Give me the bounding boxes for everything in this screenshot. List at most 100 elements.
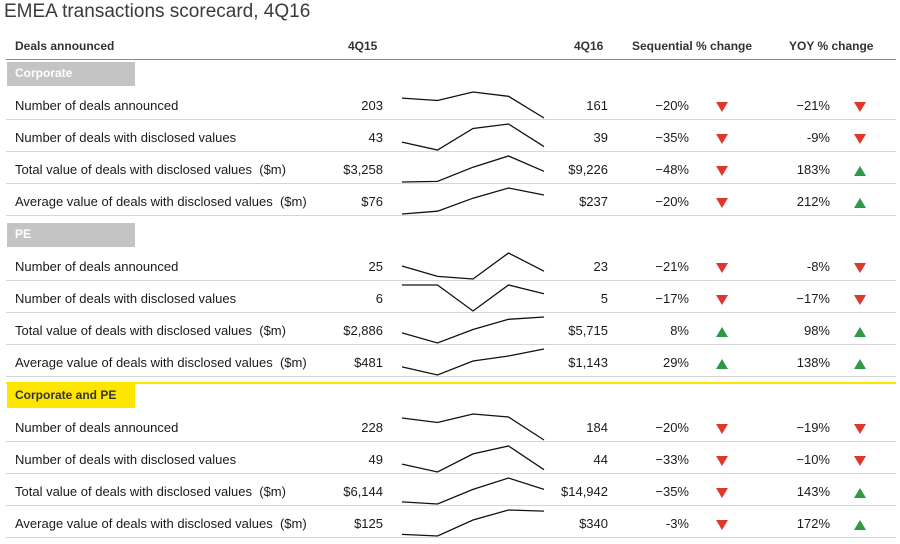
value-sequential-change: −20%	[655, 98, 689, 113]
header-divider	[6, 59, 896, 60]
triangle-down-icon	[854, 424, 866, 434]
row-label: Total value of deals with disclosed valu…	[15, 484, 286, 499]
row-divider	[6, 537, 896, 538]
triangle-down-icon	[854, 263, 866, 273]
section-divider	[6, 382, 896, 384]
row-label: Number of deals announced	[15, 98, 179, 113]
row-label: Average value of deals with disclosed va…	[15, 355, 307, 370]
value-yoy-change: 172%	[796, 516, 830, 531]
trend-line	[401, 316, 545, 344]
value-sequential-change: −17%	[655, 291, 689, 306]
trend-sparkline	[401, 413, 545, 441]
value-4q16: $5,715	[568, 323, 608, 338]
row-divider	[6, 376, 896, 377]
trend-line	[401, 187, 545, 215]
row-divider	[6, 473, 896, 474]
triangle-down-icon	[716, 488, 728, 498]
triangle-down-icon	[854, 456, 866, 466]
value-4q15: $2,886	[343, 323, 383, 338]
trend-sparkline	[401, 155, 545, 183]
value-sequential-change: −48%	[655, 162, 689, 177]
header-4q16: 4Q16	[574, 39, 604, 53]
trend-line	[401, 509, 545, 537]
value-yoy-change: −19%	[796, 420, 830, 435]
trend-line	[401, 123, 545, 151]
section-label-corporate-and-pe: Corporate and PE	[7, 384, 135, 408]
trend-sparkline	[402, 284, 545, 312]
row-divider	[6, 505, 896, 506]
value-yoy-change: 98%	[803, 323, 830, 338]
value-4q15: 6	[375, 291, 383, 306]
header-yoy-change: YOY % change	[789, 39, 874, 53]
trend-sparkline	[401, 445, 545, 473]
value-yoy-change: -8%	[806, 259, 830, 274]
section-label-corporate: Corporate	[7, 62, 135, 86]
value-yoy-change: 138%	[796, 355, 830, 370]
value-sequential-change: −20%	[655, 194, 689, 209]
trend-line	[401, 155, 545, 183]
row-divider	[6, 215, 896, 216]
triangle-down-icon	[716, 166, 728, 176]
triangle-down-icon	[716, 520, 728, 530]
triangle-down-icon	[716, 102, 728, 112]
trend-line	[402, 284, 545, 312]
triangle-up-icon	[854, 359, 866, 369]
triangle-up-icon	[854, 327, 866, 337]
trend-line	[401, 445, 545, 473]
value-yoy-change: −21%	[796, 98, 830, 113]
value-sequential-change: 29%	[662, 355, 689, 370]
row-label: Number of deals announced	[15, 259, 179, 274]
value-yoy-change: 143%	[796, 484, 830, 499]
value-4q16: 23	[593, 259, 608, 274]
value-4q16: 39	[593, 130, 608, 145]
triangle-down-icon	[716, 263, 728, 273]
row-divider	[6, 151, 896, 152]
value-4q15: $6,144	[343, 484, 383, 499]
row-divider	[6, 183, 896, 184]
value-4q16: $340	[579, 516, 608, 531]
value-sequential-change: −35%	[655, 130, 689, 145]
value-4q16: $14,942	[561, 484, 608, 499]
value-4q15: 203	[361, 98, 383, 113]
section-label-pe: PE	[7, 223, 135, 247]
value-4q15: 25	[368, 259, 383, 274]
value-4q16: 5	[600, 291, 608, 306]
value-4q15: 228	[361, 420, 383, 435]
value-4q15: $3,258	[343, 162, 383, 177]
trend-line	[401, 348, 545, 376]
value-yoy-change: -9%	[806, 130, 830, 145]
value-sequential-change: 8%	[670, 323, 689, 338]
header-deals-announced: Deals announced	[15, 39, 115, 53]
trend-sparkline	[401, 123, 545, 151]
triangle-down-icon	[716, 456, 728, 466]
value-sequential-change: −33%	[655, 452, 689, 467]
trend-sparkline	[401, 91, 545, 119]
row-divider	[6, 119, 896, 120]
trend-sparkline	[401, 252, 545, 280]
value-yoy-change: 212%	[796, 194, 830, 209]
trend-sparkline	[401, 509, 545, 537]
value-4q16: $237	[579, 194, 608, 209]
triangle-up-icon	[854, 166, 866, 176]
trend-line	[401, 413, 545, 441]
triangle-up-icon	[854, 488, 866, 498]
triangle-up-icon	[854, 520, 866, 530]
trend-sparkline	[401, 187, 545, 215]
trend-sparkline	[401, 348, 545, 376]
value-yoy-change: −10%	[796, 452, 830, 467]
trend-line	[401, 252, 545, 280]
triangle-down-icon	[854, 134, 866, 144]
row-divider	[6, 441, 896, 442]
row-divider	[6, 312, 896, 313]
row-label: Total value of deals with disclosed valu…	[15, 162, 286, 177]
value-4q15: $481	[354, 355, 383, 370]
value-sequential-change: −20%	[655, 420, 689, 435]
value-sequential-change: −21%	[655, 259, 689, 274]
triangle-down-icon	[854, 295, 866, 305]
triangle-down-icon	[716, 295, 728, 305]
value-4q15: 49	[368, 452, 383, 467]
value-4q15: 43	[368, 130, 383, 145]
row-divider	[6, 344, 896, 345]
value-4q16: $9,226	[568, 162, 608, 177]
value-yoy-change: −17%	[796, 291, 830, 306]
